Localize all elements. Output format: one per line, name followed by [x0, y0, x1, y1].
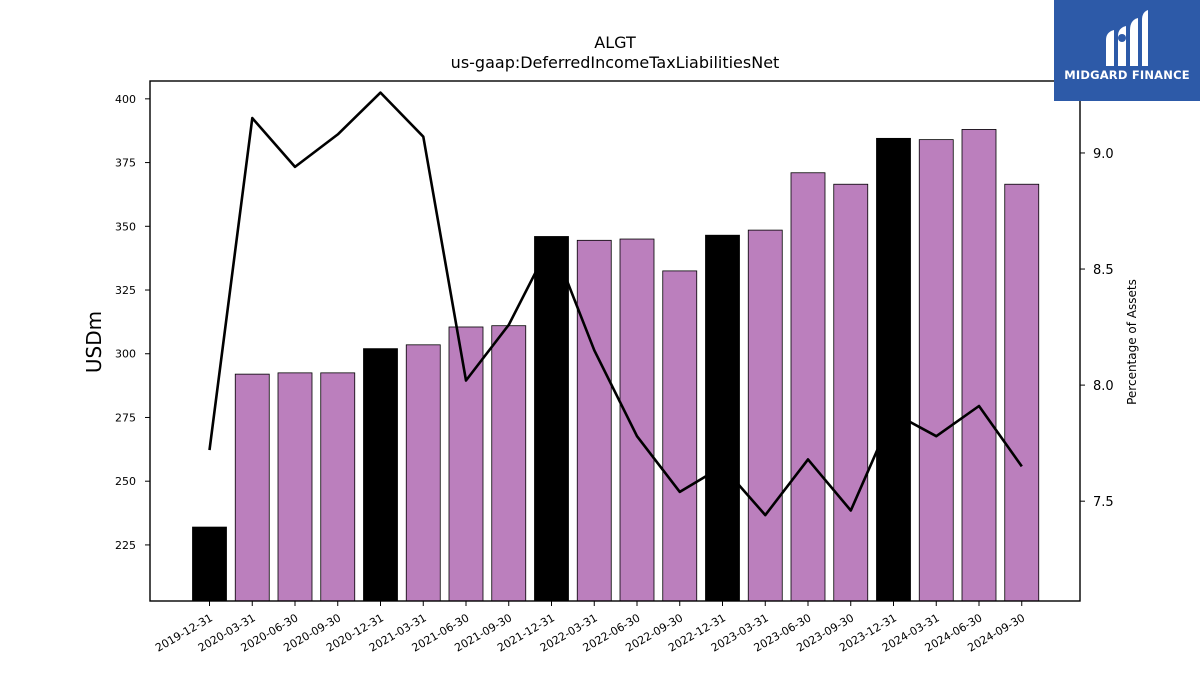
- y-tick-label: 325: [115, 284, 136, 297]
- bar-2021-12-31: [534, 236, 569, 602]
- bar-2024-03-31: [918, 139, 954, 602]
- bar-2023-09-30: [833, 183, 869, 602]
- brand-logo: MIDGARD FINANCE: [1054, 0, 1200, 101]
- y-tick-label: 275: [115, 411, 136, 424]
- bar-2022-12-31: [705, 234, 740, 602]
- bar-2024-09-30: [1004, 183, 1040, 602]
- bar-2023-03-31: [747, 229, 783, 602]
- chart-title: ALGT: [594, 33, 636, 52]
- percentage-of-assets-line: [208, 91, 1023, 517]
- bar-2020-03-31: [234, 373, 270, 602]
- bar-2021-09-30: [491, 325, 527, 602]
- bar-2021-03-31: [405, 344, 441, 602]
- bar-2020-06-30: [277, 372, 313, 602]
- bar-2022-03-31: [576, 239, 612, 602]
- y2-axis-label: Percentage of Assets: [1125, 279, 1139, 405]
- bar-2020-09-30: [320, 372, 356, 602]
- y-tick-label: 300: [115, 348, 136, 361]
- midgard-logo-icon: [1106, 10, 1148, 66]
- y2-tick-label: 8.5: [1093, 263, 1114, 278]
- right-axis-ticks: 7.5 8.0 8.5 9.0: [1080, 147, 1114, 510]
- plot-frame: [149, 80, 1081, 602]
- y-tick-label: 400: [115, 93, 136, 106]
- x-axis-ticks: 2019-12-312020-03-312020-06-302020-09-30…: [153, 601, 1027, 655]
- y2-tick-label: 8.0: [1093, 379, 1114, 394]
- y2-tick-label: 7.5: [1093, 495, 1114, 510]
- bar-2019-12-31: [192, 526, 227, 602]
- y-axis-label: USDm: [82, 311, 106, 373]
- bar-2023-06-30: [790, 172, 826, 602]
- bar-2024-06-30: [961, 129, 997, 602]
- bar-2022-09-30: [662, 270, 698, 602]
- y2-tick-label: 9.0: [1093, 147, 1114, 162]
- y-tick-label: 250: [115, 475, 136, 488]
- bar-2021-06-30: [448, 326, 484, 602]
- bar-2022-06-30: [619, 238, 655, 602]
- brand-name: MIDGARD FINANCE: [1064, 68, 1190, 82]
- left-axis-ticks: 225 250 275 300 325 350 375 400: [115, 93, 150, 552]
- y-tick-label: 350: [115, 220, 136, 233]
- bar-series: [192, 129, 1040, 602]
- bar-2020-12-31: [363, 348, 398, 602]
- y-tick-label: 375: [115, 157, 136, 170]
- bar-2023-12-31: [876, 137, 911, 602]
- y-tick-label: 225: [115, 539, 136, 552]
- chart-subtitle: us-gaap:DeferredIncomeTaxLiabilitiesNet: [451, 53, 780, 72]
